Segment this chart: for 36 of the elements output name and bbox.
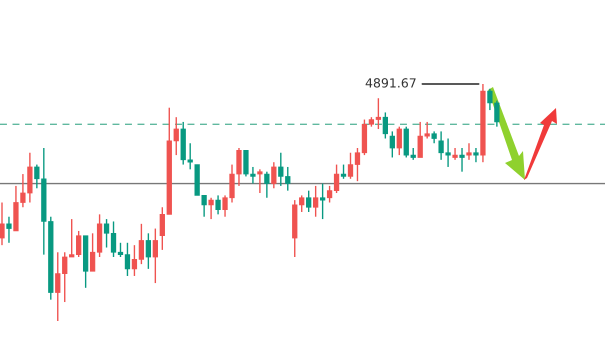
candlestick xyxy=(222,194,228,218)
candlestick xyxy=(0,202,5,246)
candlestick xyxy=(313,185,318,218)
candlestick xyxy=(104,218,110,248)
candlestick xyxy=(348,152,354,180)
candlestick xyxy=(215,194,221,216)
candlestick xyxy=(334,164,340,194)
candlestick xyxy=(382,112,388,140)
candlestick xyxy=(271,162,276,189)
candlestick xyxy=(118,242,124,258)
candlestick xyxy=(257,168,263,194)
candlestick xyxy=(124,242,130,277)
candlestick xyxy=(354,147,360,182)
candlestick xyxy=(340,164,346,180)
annotation: 4891.67 xyxy=(366,78,416,88)
candlestick xyxy=(306,190,312,213)
candlestick xyxy=(146,232,152,270)
candlestick xyxy=(264,170,270,198)
candlestick xyxy=(243,150,249,178)
candlestick xyxy=(473,147,479,163)
candlestick xyxy=(320,182,326,220)
candlestick xyxy=(110,220,116,258)
candlestick xyxy=(6,216,12,244)
candlestick xyxy=(152,228,158,284)
candlestick xyxy=(326,185,332,204)
candlestick xyxy=(459,147,465,172)
candlestick xyxy=(132,244,138,277)
candlestick xyxy=(138,223,144,265)
candlestick xyxy=(396,126,402,156)
candlestick xyxy=(452,147,458,161)
candlestick xyxy=(250,166,256,184)
candlestick xyxy=(236,147,242,187)
candlestick xyxy=(390,130,395,158)
candlestick xyxy=(229,164,235,204)
candlestick xyxy=(431,130,437,144)
candlestick xyxy=(466,142,472,161)
